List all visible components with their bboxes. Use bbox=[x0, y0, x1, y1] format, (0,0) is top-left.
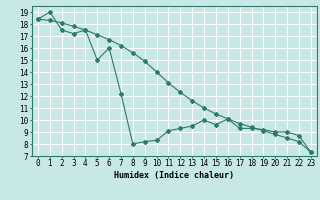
X-axis label: Humidex (Indice chaleur): Humidex (Indice chaleur) bbox=[115, 171, 234, 180]
